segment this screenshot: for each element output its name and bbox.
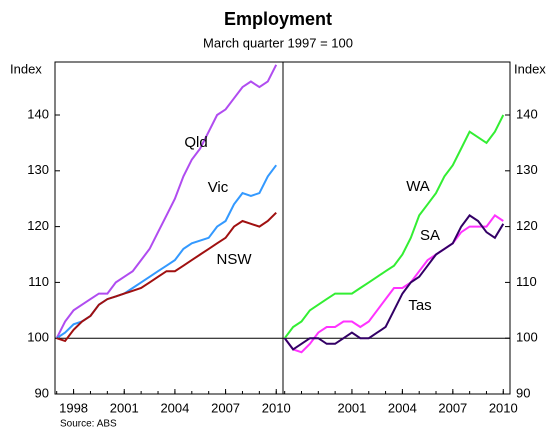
x-tick-label: 2004: [388, 400, 417, 415]
y-tick-label: 110: [28, 274, 49, 289]
y-tick-label: 100: [27, 330, 49, 345]
x-tick-label: 2001: [110, 400, 139, 415]
y-tick-label: 140: [516, 106, 538, 121]
y-tick-label: 120: [516, 218, 538, 233]
line-series: [283, 114, 505, 339]
y-tick-label: 130: [516, 162, 538, 177]
source-note: Source: ABS: [60, 419, 117, 430]
y-tick-label: 100: [516, 330, 538, 345]
x-tick-label: 2001: [337, 400, 366, 415]
x-tick-label: 1998: [59, 400, 88, 415]
y-tick-label: 110: [516, 274, 537, 289]
y-tick-label: 120: [27, 218, 49, 233]
line-series: [56, 211, 277, 343]
series-label: SA: [420, 227, 440, 244]
chart-subtitle: March quarter 1997 = 100: [203, 35, 353, 50]
series-label: Tas: [408, 297, 431, 314]
y-axis-label: Index: [10, 61, 42, 76]
series-label: Vic: [208, 179, 229, 196]
series-label: NSW: [217, 251, 253, 268]
y-tick-label: 90: [35, 385, 49, 400]
line-series: [283, 214, 504, 354]
chart-title: Employment: [224, 9, 332, 29]
y-tick-label: 130: [27, 162, 49, 177]
series-label: Qld: [184, 134, 207, 151]
y-axis-label: Index: [514, 61, 546, 76]
series-label: WA: [406, 178, 430, 195]
line-series: [55, 64, 278, 339]
x-tick-label: 2004: [160, 400, 189, 415]
y-tick-label: 90: [516, 385, 530, 400]
x-tick-label: 2007: [211, 400, 240, 415]
y-tick-label: 140: [27, 106, 49, 121]
x-tick-label: 2007: [438, 400, 467, 415]
x-tick-label: 2010: [262, 400, 291, 415]
x-tick-label: 2010: [489, 400, 518, 415]
line-series: [283, 214, 505, 351]
